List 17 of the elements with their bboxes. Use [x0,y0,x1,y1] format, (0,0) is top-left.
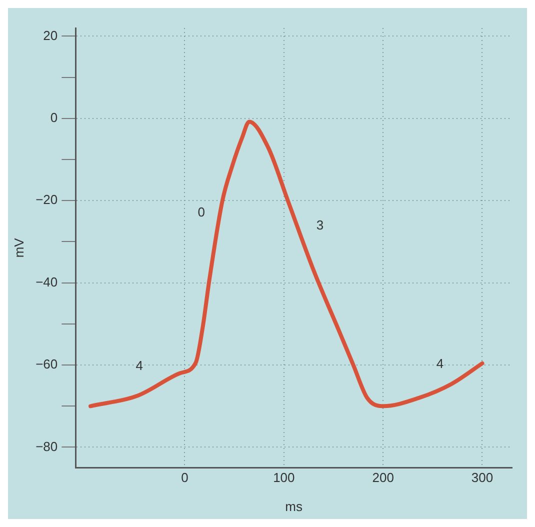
annotation: 3 [316,217,324,232]
y-axis-title: mV [11,238,26,258]
x-tick-label: 100 [273,470,295,486]
annotation: 0 [198,204,205,220]
y-tick-label: −40 [36,274,58,290]
y-tick-label: −80 [36,438,58,454]
x-tick-label: 200 [372,470,394,486]
y-tick-label: −20 [36,192,58,208]
annotation: 4 [136,358,143,374]
y-tick-label: 20 [43,28,58,43]
y-tick-label: −60 [36,356,58,372]
line-series [88,120,484,408]
x-tick-label: 0 [181,470,188,486]
x-tick-label: 300 [471,470,494,486]
x-axis-title: ms [285,498,303,514]
y-tick-label: 0 [50,110,58,126]
annotation: 4 [436,356,444,372]
